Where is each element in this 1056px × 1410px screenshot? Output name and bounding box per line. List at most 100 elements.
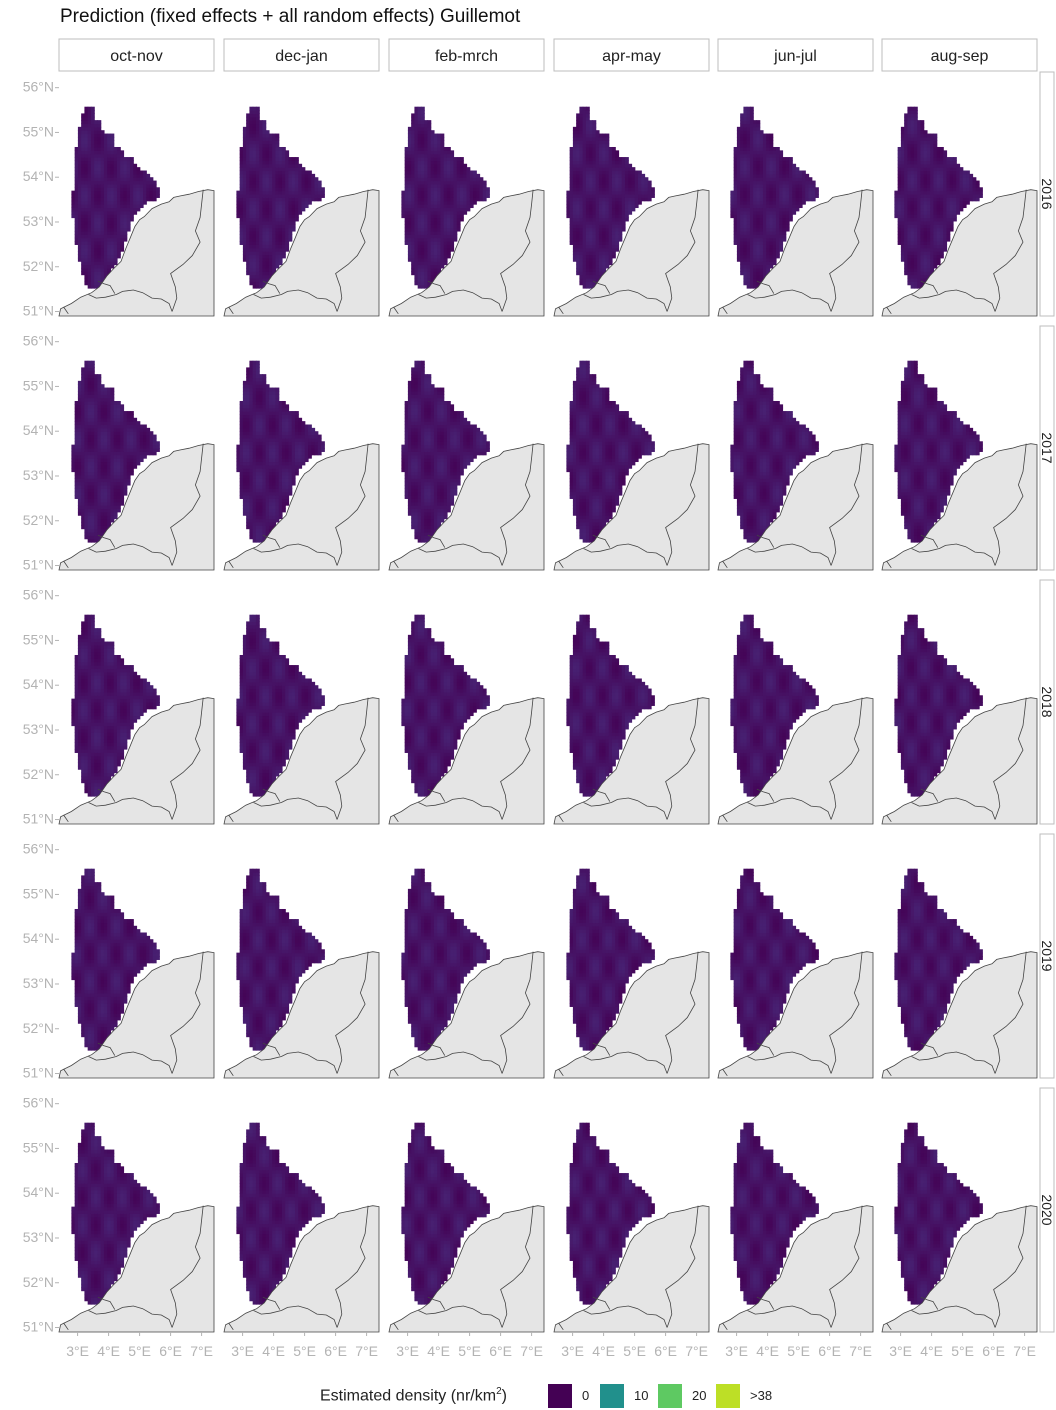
x-tick-label: 6°E <box>489 1343 512 1359</box>
y-tick-label: 53°N <box>23 721 54 737</box>
x-tick-label: 5°E <box>128 1343 151 1359</box>
facet-col-strip-jun-jul: jun-jul <box>718 39 873 71</box>
map-panel-oct-nov-2018 <box>59 615 214 824</box>
facet-row-strip-2018: 2018 <box>1039 580 1055 824</box>
row-label-2019: 2019 <box>1039 940 1055 971</box>
legend-swatch-0 <box>548 1384 572 1408</box>
map-panel-feb-mrch-2019 <box>389 869 544 1078</box>
map-panel-jun-jul-2017 <box>718 361 873 570</box>
map-panel-aug-sep-2019 <box>882 869 1037 1078</box>
facet-col-strip-dec-jan: dec-jan <box>224 39 379 71</box>
column-label-oct-nov: oct-nov <box>110 48 162 65</box>
y-tick-label: 54°N <box>23 422 54 438</box>
y-tick-label: 53°N <box>23 213 54 229</box>
y-tick-label: 55°N <box>23 631 54 647</box>
x-tick-label: 7°E <box>849 1343 872 1359</box>
y-tick-label: 56°N <box>23 333 54 349</box>
y-tick-label: 56°N <box>23 841 54 857</box>
legend: Estimated density (nr/km2) 0 10 20 >38 <box>0 1380 1056 1410</box>
x-tick-label: 6°E <box>654 1343 677 1359</box>
y-tick-label: 52°N <box>23 512 54 528</box>
map-panel-aug-sep-2017 <box>882 361 1037 570</box>
x-tick-label: 6°E <box>324 1343 347 1359</box>
map-panel-dec-jan-2018 <box>224 615 379 824</box>
x-tick-label: 3°E <box>66 1343 89 1359</box>
row-label-2016: 2016 <box>1039 178 1055 209</box>
y-tick-label: 55°N <box>23 377 54 393</box>
y-tick-label: 51°N <box>23 811 54 827</box>
map-panel-oct-nov-2020 <box>59 1123 214 1332</box>
facet-col-strip-aug-sep: aug-sep <box>882 39 1037 71</box>
facet-col-strip-feb-mrch: feb-mrch <box>389 39 544 71</box>
x-tick-label: 4°E <box>427 1343 450 1359</box>
y-tick-label: 51°N <box>23 303 54 319</box>
y-tick-label: 54°N <box>23 1184 54 1200</box>
x-tick-label: 6°E <box>982 1343 1005 1359</box>
x-tick-label: 5°E <box>787 1343 810 1359</box>
y-tick-label: 52°N <box>23 1020 54 1036</box>
x-tick-label: 7°E <box>520 1343 543 1359</box>
y-tick-label: 52°N <box>23 1274 54 1290</box>
x-tick-label: 3°E <box>725 1343 748 1359</box>
x-tick-label: 4°E <box>756 1343 779 1359</box>
y-tick-label: 51°N <box>23 1065 54 1081</box>
y-tick-label: 53°N <box>23 975 54 991</box>
map-panel-aug-sep-2016 <box>882 107 1037 316</box>
y-tick-label: 53°N <box>23 467 54 483</box>
row-label-2017: 2017 <box>1039 432 1055 463</box>
map-panel-jun-jul-2020 <box>718 1123 873 1332</box>
y-tick-label: 56°N <box>23 79 54 95</box>
x-tick-label: 4°E <box>262 1343 285 1359</box>
x-tick-label: 5°E <box>951 1343 974 1359</box>
legend-label-20: 20 <box>692 1388 706 1403</box>
map-panel-apr-may-2017 <box>554 361 709 570</box>
facet-col-strip-oct-nov: oct-nov <box>59 39 214 71</box>
facet-row-strip-2020: 2020 <box>1039 1088 1055 1332</box>
legend-label-10: 10 <box>634 1388 648 1403</box>
column-label-dec-jan: dec-jan <box>275 48 327 65</box>
x-tick-label: 3°E <box>396 1343 419 1359</box>
facet-row-strip-2016: 2016 <box>1039 72 1055 316</box>
y-tick-label: 55°N <box>23 1139 54 1155</box>
map-panel-dec-jan-2017 <box>224 361 379 570</box>
map-panel-aug-sep-2018 <box>882 615 1037 824</box>
legend-swatch-20 <box>658 1384 682 1408</box>
map-panel-dec-jan-2016 <box>224 107 379 316</box>
x-tick-label: 5°E <box>458 1343 481 1359</box>
map-panel-feb-mrch-2018 <box>389 615 544 824</box>
y-tick-label: 54°N <box>23 676 54 692</box>
legend-swatch-10 <box>600 1384 624 1408</box>
x-tick-label: 3°E <box>561 1343 584 1359</box>
x-tick-label: 7°E <box>1013 1343 1036 1359</box>
legend-title: Estimated density (nr/km2) <box>320 1386 507 1405</box>
y-tick-label: 51°N <box>23 557 54 573</box>
legend-label-0: 0 <box>582 1388 589 1403</box>
map-panel-apr-may-2016 <box>554 107 709 316</box>
x-tick-label: 6°E <box>159 1343 182 1359</box>
y-tick-label: 51°N <box>23 1319 54 1335</box>
row-label-2020: 2020 <box>1039 1194 1055 1225</box>
map-panel-oct-nov-2019 <box>59 869 214 1078</box>
map-panel-apr-may-2020 <box>554 1123 709 1332</box>
map-panel-feb-mrch-2017 <box>389 361 544 570</box>
x-tick-label: 7°E <box>685 1343 708 1359</box>
x-tick-label: 5°E <box>623 1343 646 1359</box>
map-panel-aug-sep-2020 <box>882 1123 1037 1332</box>
column-label-aug-sep: aug-sep <box>931 48 989 65</box>
x-tick-label: 4°E <box>920 1343 943 1359</box>
x-tick-label: 7°E <box>355 1343 378 1359</box>
y-tick-label: 56°N <box>23 1095 54 1111</box>
map-panel-feb-mrch-2020 <box>389 1123 544 1332</box>
row-label-2018: 2018 <box>1039 686 1055 717</box>
x-tick-label: 3°E <box>889 1343 912 1359</box>
y-tick-label: 55°N <box>23 123 54 139</box>
y-tick-label: 52°N <box>23 766 54 782</box>
map-panel-dec-jan-2020 <box>224 1123 379 1332</box>
x-tick-label: 7°E <box>190 1343 213 1359</box>
facet-row-strip-2017: 2017 <box>1039 326 1055 570</box>
legend-label-38: >38 <box>750 1388 772 1403</box>
column-label-apr-may: apr-may <box>602 48 661 65</box>
map-panel-oct-nov-2016 <box>59 107 214 316</box>
map-panel-jun-jul-2016 <box>718 107 873 316</box>
y-tick-label: 52°N <box>23 258 54 274</box>
